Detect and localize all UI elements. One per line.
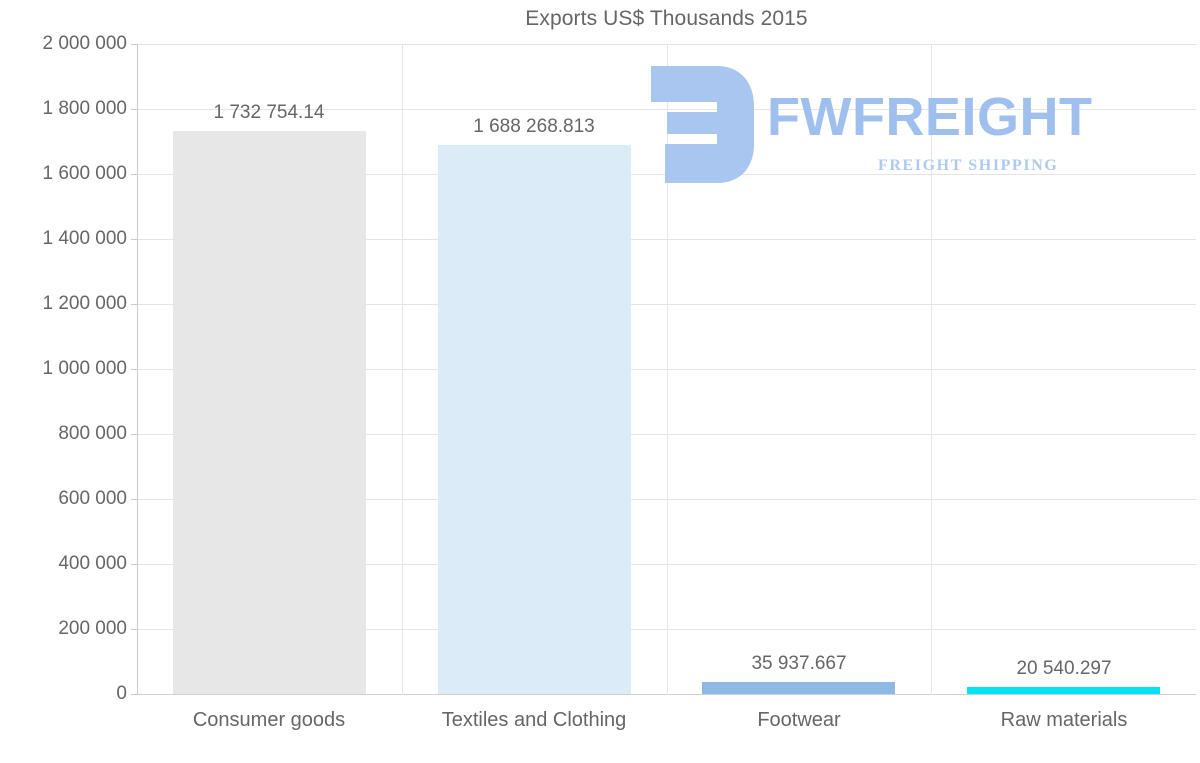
y-axis-tick <box>131 629 138 630</box>
x-axis-category-label: Consumer goods <box>192 709 346 731</box>
y-axis-tick <box>131 564 138 565</box>
gridline <box>137 239 1196 240</box>
y-axis-tick <box>131 174 138 175</box>
y-axis-tick <box>131 304 138 305</box>
y-axis-label: 400 000 <box>58 553 127 574</box>
y-axis-label: 1 600 000 <box>42 163 127 184</box>
x-axis-category-label: Raw materials <box>1000 709 1128 731</box>
x-axis-category-label: Footwear <box>757 709 841 731</box>
bar-value-label: 1 688 268.813 <box>473 116 595 137</box>
category-separator <box>931 44 932 695</box>
y-axis-label: 1 000 000 <box>42 358 127 379</box>
gridline <box>137 629 1196 630</box>
x-axis-category-label: Textiles and Clothing <box>441 709 627 731</box>
bar-value-label: 20 540.297 <box>1016 658 1112 679</box>
gridline <box>137 434 1196 435</box>
y-axis-label: 800 000 <box>58 423 127 444</box>
bar[interactable] <box>967 687 1160 694</box>
category-separator <box>667 44 668 695</box>
y-axis-label: 0 <box>116 683 127 704</box>
bar[interactable] <box>438 145 631 694</box>
plot-area <box>137 44 1196 695</box>
y-axis-tick <box>131 44 138 45</box>
y-axis-tick <box>131 239 138 240</box>
y-axis-label: 2 000 000 <box>42 33 127 54</box>
gridline <box>137 369 1196 370</box>
y-axis-label: 200 000 <box>58 618 127 639</box>
y-axis-label: 600 000 <box>58 488 127 509</box>
gridline <box>137 499 1196 500</box>
bar[interactable] <box>702 682 895 694</box>
gridline <box>137 304 1196 305</box>
y-axis-label: 1 200 000 <box>42 293 127 314</box>
gridline <box>137 564 1196 565</box>
y-axis-tick <box>131 369 138 370</box>
y-axis-label: 1 800 000 <box>42 98 127 119</box>
y-axis-tick <box>131 109 138 110</box>
category-separator <box>402 44 403 695</box>
gridline <box>137 694 1196 695</box>
y-axis-label: 1 400 000 <box>42 228 127 249</box>
y-axis-tick <box>131 499 138 500</box>
y-axis-tick <box>131 694 138 695</box>
y-axis-tick <box>131 434 138 435</box>
bar[interactable] <box>173 131 366 694</box>
chart-title: Exports US$ Thousands 2015 <box>525 7 808 30</box>
gridline <box>137 44 1196 45</box>
bar-value-label: 35 937.667 <box>751 653 847 674</box>
bar-value-label: 1 732 754.14 <box>213 102 325 123</box>
